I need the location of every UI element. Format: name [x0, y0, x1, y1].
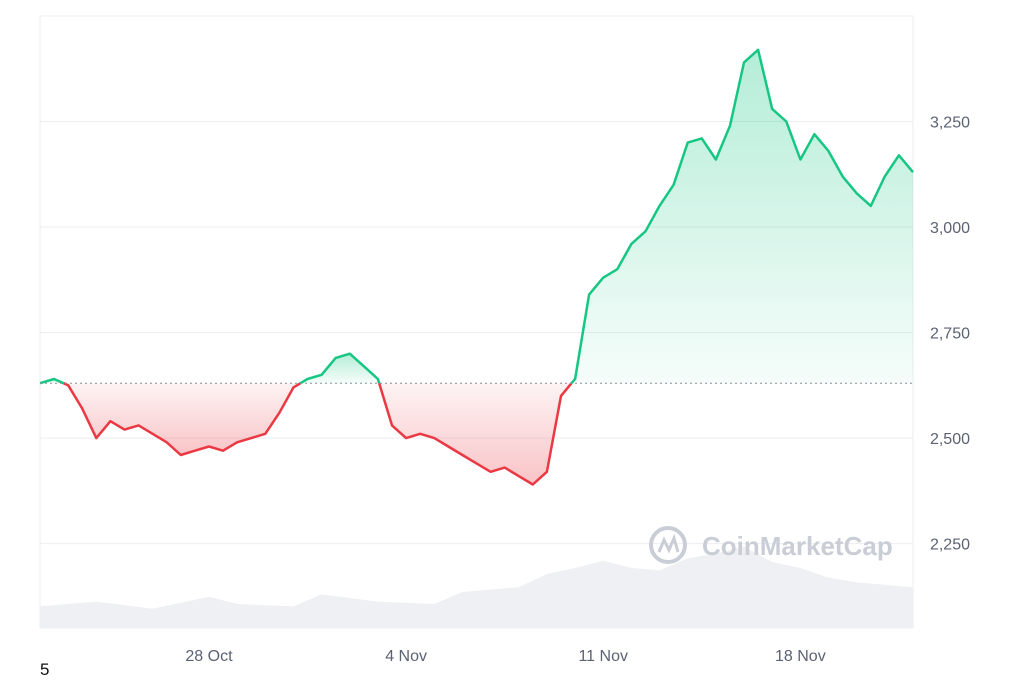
price-area-fills: [40, 49, 913, 485]
x-tick-label: 18 Nov: [775, 648, 826, 665]
x-tick-label: 28 Oct: [185, 648, 233, 665]
x-axis-ticks: 28 Oct 4 Nov 11 Nov 18 Nov: [185, 648, 825, 665]
coinmarketcap-logo-icon: [649, 526, 687, 564]
price-line: [39, 48, 914, 486]
watermark-text: CoinMarketCap: [702, 531, 893, 561]
price-line-up-segment: [570, 48, 914, 385]
area-below-baseline: [63, 383, 301, 455]
y-tick-label: 2,750: [930, 326, 970, 343]
y-tick-label: 3,000: [930, 220, 970, 237]
price-line-down-segment: [378, 382, 573, 486]
x-tick-label: 11 Nov: [578, 648, 628, 665]
corner-label: 5: [40, 660, 50, 679]
watermark: CoinMarketCap: [649, 526, 893, 564]
price-line-up-segment: [299, 352, 381, 385]
price-line-down-segment: [62, 382, 302, 457]
area-below-baseline: [379, 383, 572, 485]
y-tick-label: 2,500: [930, 431, 970, 448]
price-line-up-segment: [39, 377, 65, 385]
x-tick-label: 4 Nov: [385, 648, 427, 665]
volume-area: [40, 546, 913, 628]
area-above-baseline: [571, 49, 913, 384]
volume-shape: [40, 546, 913, 628]
y-axis-ticks: 2,250 2,500 2,750 3,000 3,250: [930, 115, 970, 554]
y-tick-label: 3,250: [930, 115, 970, 132]
y-tick-label: 2,250: [930, 537, 970, 554]
